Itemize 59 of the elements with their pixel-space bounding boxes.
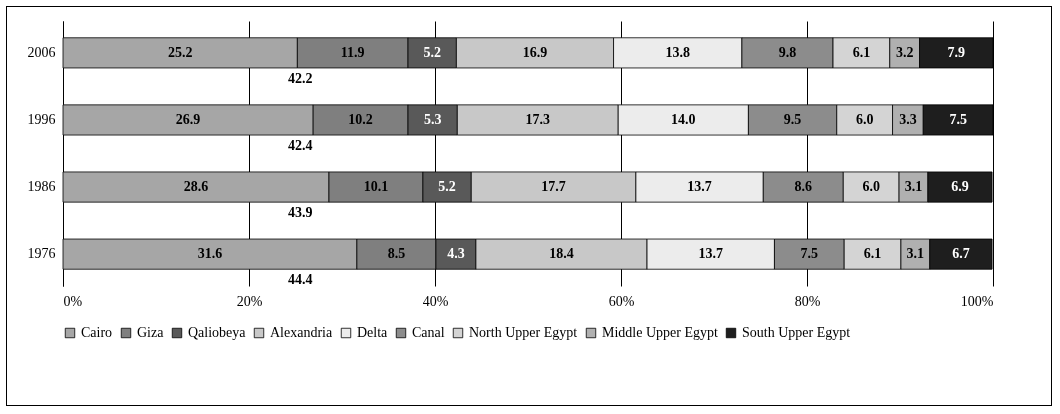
- data-label: 9.8: [778, 44, 797, 60]
- annotation: 42.4: [287, 137, 313, 153]
- data-label: 7.5: [800, 246, 819, 262]
- data-label: 10.2: [348, 111, 373, 127]
- data-label: 13.7: [698, 246, 723, 262]
- data-label: 5.3: [423, 111, 442, 127]
- data-label: 4.3: [447, 246, 465, 262]
- y-tick-label: 2006: [27, 44, 56, 60]
- y-tick-label: 1976: [27, 246, 56, 262]
- data-label: 5.2: [423, 44, 441, 60]
- data-label: 7.5: [949, 111, 967, 127]
- data-label: 17.3: [525, 111, 551, 127]
- y-tick-label: 1996: [27, 111, 56, 127]
- data-label: 16.9: [522, 44, 548, 60]
- legend-label: Alexandria: [270, 325, 333, 340]
- data-label: 26.9: [175, 111, 201, 127]
- x-tick-label: 80%: [794, 293, 821, 309]
- y-tick-label: 1986: [27, 179, 56, 195]
- data-label: 3.2: [895, 44, 914, 60]
- legend-label: Giza: [137, 325, 165, 340]
- data-label: 11.9: [340, 44, 365, 60]
- x-tick-label: 40%: [422, 293, 449, 309]
- data-label: 6.0: [862, 179, 880, 195]
- data-label: 10.1: [363, 179, 389, 195]
- legend-label: Canal: [412, 325, 445, 340]
- legend-label: South Upper Egypt: [742, 325, 851, 340]
- data-label: 25.2: [167, 44, 193, 60]
- legend-label: Delta: [357, 325, 389, 340]
- legend-label: Qaliobeya: [188, 325, 247, 340]
- legend-label: Cairo: [81, 325, 113, 340]
- data-label: 6.1: [852, 44, 871, 60]
- data-label: 5.2: [438, 179, 456, 195]
- data-label: 3.1: [906, 246, 925, 262]
- data-label: 9.5: [783, 111, 802, 127]
- annotation: 42.2: [287, 70, 313, 86]
- annotation: 44.4: [287, 272, 313, 288]
- legend-label: North Upper Egypt: [469, 325, 578, 340]
- data-label: 3.1: [904, 179, 923, 195]
- legend-label: Middle Upper Egypt: [602, 325, 718, 340]
- data-label: 6.1: [863, 246, 882, 262]
- data-label: 31.6: [197, 246, 223, 262]
- data-label: 6.7: [952, 246, 970, 262]
- data-label: 8.5: [387, 246, 406, 262]
- data-label: 8.6: [794, 179, 813, 195]
- x-tick-label: 60%: [608, 293, 635, 309]
- data-label: 18.4: [549, 246, 574, 262]
- data-label: 6.9: [951, 179, 969, 195]
- annotation: 43.9: [287, 205, 313, 221]
- data-label: 3.3: [899, 111, 917, 127]
- data-label: 28.6: [183, 179, 209, 195]
- data-label: 13.7: [687, 179, 712, 195]
- data-label: 7.9: [947, 44, 966, 60]
- data-label: 14.0: [671, 111, 696, 127]
- data-label: 6.0: [855, 111, 874, 127]
- data-label: 13.8: [665, 44, 690, 60]
- x-tick-label: 0%: [63, 293, 83, 309]
- x-tick-label: 20%: [236, 293, 263, 309]
- data-label: 17.7: [541, 179, 566, 195]
- x-tick-label: 100%: [960, 293, 994, 309]
